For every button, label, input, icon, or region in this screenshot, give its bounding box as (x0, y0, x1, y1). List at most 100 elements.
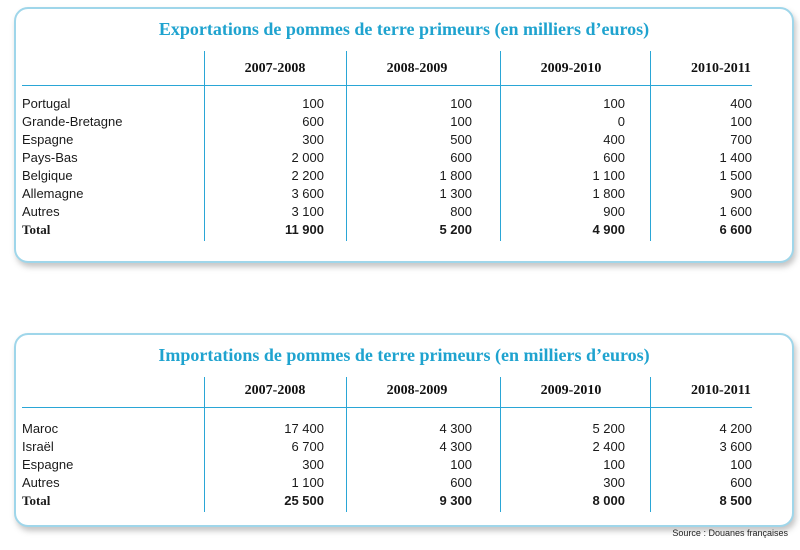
cell-value: 4 300 (439, 439, 472, 454)
exports-table-panel: Exportations de pommes de terre primeurs… (14, 7, 794, 263)
table-row: Autres 3 100 800 900 1 600 (16, 204, 792, 222)
row-label: Espagne (22, 457, 74, 472)
row-label: Portugal (22, 96, 71, 111)
cell-value: 1 100 (291, 475, 324, 490)
column-divider (500, 377, 501, 512)
cell-value: 25 500 (284, 493, 324, 508)
table-row: Espagne 300 500 400 700 (16, 132, 792, 150)
cell-value: 900 (730, 186, 752, 201)
cell-value: 500 (450, 132, 472, 147)
cell-value: 300 (302, 132, 324, 147)
total-row: Total 25 500 9 300 8 000 8 500 (16, 493, 792, 511)
cell-value: 300 (603, 475, 625, 490)
cell-value: 100 (730, 457, 752, 472)
cell-value: 600 (450, 475, 472, 490)
table-row: Autres 1 100 600 300 600 (16, 475, 792, 493)
column-divider (500, 51, 501, 241)
cell-value: 2 200 (291, 168, 324, 183)
column-header: 2010-2011 (691, 383, 751, 398)
table-row: Allemagne 3 600 1 300 1 800 900 (16, 186, 792, 204)
column-header: 2010-2011 (691, 61, 751, 76)
table-row: Espagne 300 100 100 100 (16, 457, 792, 475)
total-row: Total 11 900 5 200 4 900 6 600 (16, 222, 792, 240)
cell-value: 400 (603, 132, 625, 147)
table-row: Portugal 100 100 100 400 (16, 96, 792, 114)
cell-value: 8 500 (719, 493, 752, 508)
cell-value: 4 200 (719, 421, 752, 436)
cell-value: 600 (730, 475, 752, 490)
exports-table-title: Exportations de pommes de terre primeurs… (158, 19, 650, 39)
column-header: 2008-2009 (386, 383, 448, 398)
cell-value: 300 (302, 457, 324, 472)
column-divider (650, 377, 651, 512)
column-header: 2008-2009 (386, 61, 448, 76)
row-label: Allemagne (22, 186, 84, 201)
row-label: Maroc (22, 421, 59, 436)
source-note: Source : Douanes françaises (672, 528, 788, 538)
cell-value: 6 700 (291, 439, 324, 454)
header-separator (22, 85, 752, 86)
cell-value: 6 600 (719, 222, 752, 237)
column-header: 2007-2008 (244, 61, 306, 76)
cell-value: 800 (450, 204, 472, 219)
column-header: 2007-2008 (244, 383, 306, 398)
cell-value: 1 400 (719, 150, 752, 165)
exports-header-row: 2007-2008 2008-2009 2009-2010 2010-2011 (16, 61, 792, 81)
cell-value: 900 (603, 204, 625, 219)
row-label: Pays-Bas (22, 150, 78, 165)
row-label: Autres (22, 475, 60, 490)
cell-value: 100 (450, 96, 472, 111)
table-row: Maroc 17 400 4 300 5 200 4 200 (16, 421, 792, 439)
cell-value: 4 300 (439, 421, 472, 436)
column-divider (346, 51, 347, 241)
cell-value: 700 (730, 132, 752, 147)
cell-value: 1 300 (439, 186, 472, 201)
cell-value: 1 100 (592, 168, 625, 183)
cell-value: 9 300 (439, 493, 472, 508)
cell-value: 100 (603, 96, 625, 111)
column-divider (650, 51, 651, 241)
row-label: Total (22, 493, 51, 508)
cell-value: 3 600 (719, 439, 752, 454)
row-label: Grande-Bretagne (22, 114, 123, 129)
row-label: Total (22, 222, 51, 237)
cell-value: 100 (450, 114, 472, 129)
table-row: Pays-Bas 2 000 600 600 1 400 (16, 150, 792, 168)
cell-value: 100 (302, 96, 324, 111)
row-label: Espagne (22, 132, 74, 147)
cell-value: 5 200 (592, 421, 625, 436)
cell-value: 2 000 (291, 150, 324, 165)
cell-value: 1 500 (719, 168, 752, 183)
imports-header-row: 2007-2008 2008-2009 2009-2010 2010-2011 (16, 383, 792, 403)
column-divider (204, 377, 205, 512)
cell-value: 2 400 (592, 439, 625, 454)
cell-value: 1 600 (719, 204, 752, 219)
column-header: 2009-2010 (540, 61, 602, 76)
cell-value: 8 000 (592, 493, 625, 508)
cell-value: 5 200 (439, 222, 472, 237)
cell-value: 100 (450, 457, 472, 472)
cell-value: 600 (603, 150, 625, 165)
cell-value: 1 800 (592, 186, 625, 201)
cell-value: 600 (302, 114, 324, 129)
cell-value: 400 (730, 96, 752, 111)
cell-value: 100 (730, 114, 752, 129)
cell-value: 17 400 (284, 421, 324, 436)
imports-table-panel: Importations de pommes de terre primeurs… (14, 333, 794, 527)
table-row: Israël 6 700 4 300 2 400 3 600 (16, 439, 792, 457)
cell-value: 3 600 (291, 186, 324, 201)
cell-value: 3 100 (291, 204, 324, 219)
cell-value: 0 (617, 114, 625, 129)
cell-value: 600 (450, 150, 472, 165)
column-divider (204, 51, 205, 241)
cell-value: 1 800 (439, 168, 472, 183)
row-label: Autres (22, 204, 60, 219)
cell-value: 11 900 (284, 222, 324, 237)
table-row: Grande-Bretagne 600 100 0 100 (16, 114, 792, 132)
header-separator (22, 407, 752, 408)
cell-value: 4 900 (592, 222, 625, 237)
row-label: Israël (22, 439, 54, 454)
column-divider (346, 377, 347, 512)
row-label: Belgique (22, 168, 73, 183)
imports-table-title: Importations de pommes de terre primeurs… (158, 345, 650, 365)
